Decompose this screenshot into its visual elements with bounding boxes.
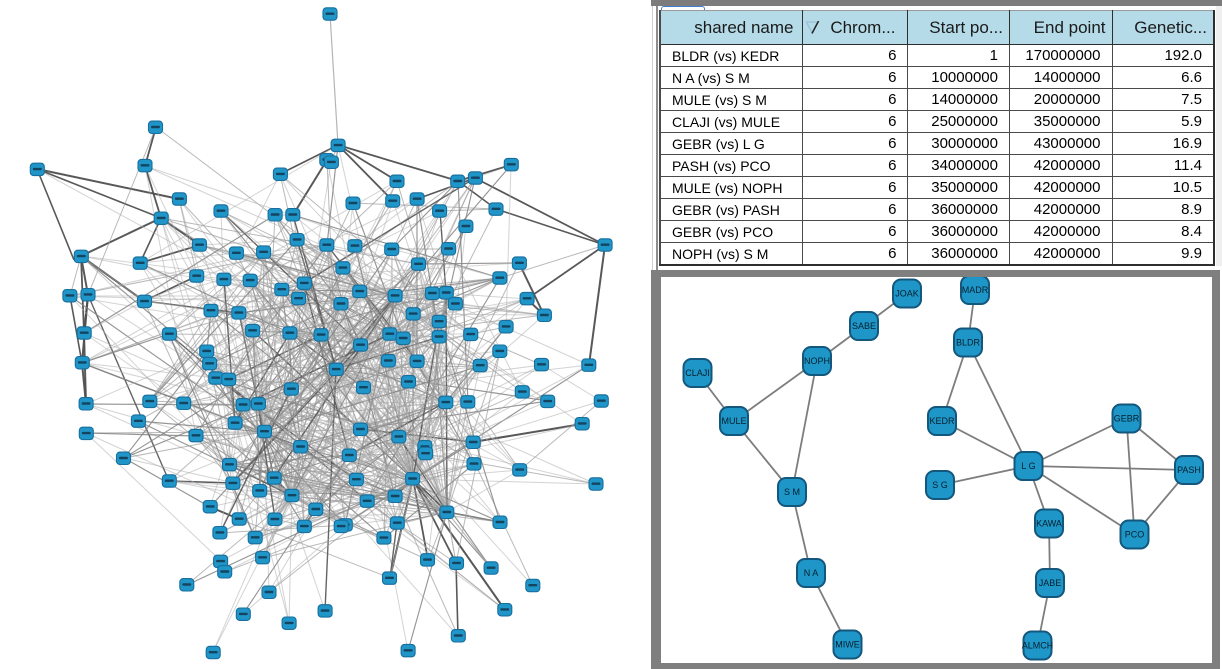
svg-text:MIWE: MIWE xyxy=(835,640,860,650)
svg-text:KAWA: KAWA xyxy=(1036,519,1062,529)
svg-text:PCO: PCO xyxy=(1125,530,1145,540)
svg-text:PASH: PASH xyxy=(1177,465,1201,475)
svg-text:S M: S M xyxy=(784,487,800,497)
svg-text:SABE: SABE xyxy=(852,321,876,331)
svg-text:GEBR: GEBR xyxy=(1114,414,1140,424)
svg-text:JABE: JABE xyxy=(1039,578,1062,588)
svg-text:NOPH: NOPH xyxy=(804,356,830,366)
svg-text:L G: L G xyxy=(1021,461,1035,471)
svg-text:MADR: MADR xyxy=(962,285,989,295)
svg-text:JOAK: JOAK xyxy=(895,289,919,299)
svg-text:S G: S G xyxy=(932,480,948,490)
svg-text:KEDR: KEDR xyxy=(929,416,955,426)
svg-text:BLDR: BLDR xyxy=(956,338,981,348)
svg-text:N A: N A xyxy=(804,568,819,578)
svg-text:MULE: MULE xyxy=(721,416,746,426)
svg-text:ALMCH: ALMCH xyxy=(1022,641,1054,651)
svg-text:CLAJI: CLAJI xyxy=(685,368,710,378)
